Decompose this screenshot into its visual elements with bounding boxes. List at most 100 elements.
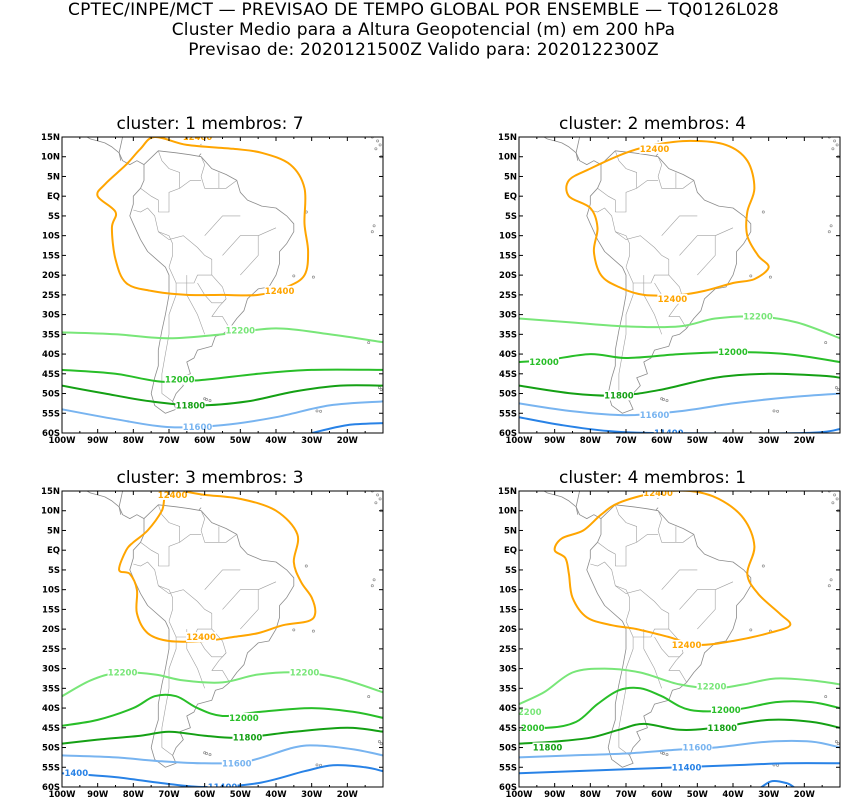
contour-label: 12400 xyxy=(640,145,670,155)
country-border xyxy=(597,542,616,566)
x-tick-label: 20W xyxy=(337,436,359,446)
y-tick-label: 25S xyxy=(499,645,517,655)
contour-label-bg xyxy=(639,143,670,154)
x-tick-label: 90W xyxy=(87,436,109,446)
contour-label: 12000 xyxy=(529,358,559,368)
island xyxy=(761,210,765,214)
contour-label: 11600 xyxy=(640,411,670,421)
coastline xyxy=(542,137,548,140)
contour-11800 xyxy=(519,718,840,745)
contour-label-bg xyxy=(289,667,320,678)
header-line-1: CPTEC/INPE/MCT — PREVISAO DE TEMPO GLOBA… xyxy=(68,0,779,20)
island xyxy=(829,578,833,582)
header-line-2: Cluster Medio para a Altura Geopotencial… xyxy=(171,20,676,40)
island xyxy=(768,275,772,279)
contour-label: 1400 xyxy=(64,769,88,779)
x-tick-label: 70W xyxy=(158,790,180,800)
x-tick-label: 20W xyxy=(337,790,359,800)
coastline xyxy=(118,137,123,161)
coastline xyxy=(655,153,659,157)
contour-label-bg xyxy=(164,374,195,385)
x-tick-label: 70W xyxy=(615,790,637,800)
coastline xyxy=(90,492,145,519)
island xyxy=(761,564,765,568)
island xyxy=(660,751,664,755)
island xyxy=(665,753,669,757)
island xyxy=(203,751,207,755)
contour-11400 xyxy=(760,779,795,787)
island xyxy=(379,742,383,746)
country-border xyxy=(211,670,230,683)
contour-label-bg xyxy=(264,285,295,296)
map-layer: 12400 12400 2200 12200 12000 12000 11800 11800 1… xyxy=(519,489,840,787)
contour-label-bg xyxy=(639,410,670,421)
island xyxy=(208,753,212,757)
map-panel-cluster-4: cluster: 4 membros: 1 12400 12400 2200 1220… xyxy=(458,468,847,800)
country-border xyxy=(618,637,634,756)
island xyxy=(370,137,374,139)
y-tick-label: 50S xyxy=(499,390,517,400)
island xyxy=(827,137,831,139)
x-tick-label: 60W xyxy=(651,790,673,800)
island xyxy=(370,584,374,588)
map-canvas: 12400 12400 12200 12000 11800 11600 15N 10N 5N EQ… xyxy=(41,133,384,446)
island xyxy=(372,224,376,228)
contour-label-bg xyxy=(671,762,702,773)
country-border xyxy=(222,589,259,630)
contour-label-bg xyxy=(707,722,738,733)
y-tick-label: 20S xyxy=(42,271,60,281)
y-tick-label: EQ xyxy=(47,192,60,202)
x-tick-label: 90W xyxy=(544,790,566,800)
y-tick-label: 60S xyxy=(42,783,60,793)
x-tick-label: 90W xyxy=(87,790,109,800)
map-panel-cluster-2: cluster: 2 membros: 4 12400 12400 12200 120… xyxy=(458,114,847,446)
country-border xyxy=(668,316,687,329)
country-border xyxy=(615,231,670,284)
contour-label: 11600 xyxy=(683,744,713,754)
coastline xyxy=(547,492,602,519)
country-border xyxy=(636,180,659,189)
y-tick-label: 10S xyxy=(42,586,60,596)
y-tick-label: 55S xyxy=(42,409,60,419)
coastline xyxy=(542,491,548,494)
coastline xyxy=(129,150,295,414)
y-tick-label: 15N xyxy=(41,133,60,143)
coastline xyxy=(586,150,752,414)
contour-label: 11800 xyxy=(604,392,634,402)
contour-12200 xyxy=(62,327,383,344)
contour-label: 12400 xyxy=(158,491,188,501)
map-panel-cluster-3: cluster: 3 membros: 3 12400 12400 12200 122… xyxy=(0,468,420,800)
island xyxy=(370,230,374,234)
contour-12400 xyxy=(553,491,792,647)
contour-label: 12200 xyxy=(290,669,320,679)
contour-label-bg xyxy=(743,311,773,322)
x-tick-label: 40W xyxy=(722,436,744,446)
x-tick-label: 80W xyxy=(123,790,145,800)
y-tick-label: 50S xyxy=(42,390,60,400)
y-tick-label: 35S xyxy=(42,330,60,340)
island xyxy=(378,143,382,147)
y-tick-label: 25S xyxy=(42,645,60,655)
contour-label: 11400 xyxy=(654,429,684,439)
contour-label-bg xyxy=(603,390,634,401)
island xyxy=(836,388,840,392)
coastline xyxy=(655,507,659,511)
contour-label: 12200 xyxy=(226,326,256,336)
y-tick-label: 50S xyxy=(42,744,60,754)
contour-label: 12400 xyxy=(643,489,673,499)
island xyxy=(827,230,831,234)
contour-12000 xyxy=(519,686,840,729)
island xyxy=(378,497,382,501)
y-tick-label: 5S xyxy=(505,566,517,576)
coastline xyxy=(547,138,602,165)
contour-11600 xyxy=(62,400,383,429)
country-border xyxy=(158,585,213,638)
y-tick-label: 15S xyxy=(499,251,517,261)
contour-label-bg xyxy=(682,742,713,753)
x-tick-label: 60W xyxy=(194,790,216,800)
contour-label: 12400 xyxy=(183,133,213,143)
map-frame xyxy=(61,136,384,434)
island xyxy=(829,224,833,228)
country-border xyxy=(204,215,241,236)
y-tick-label: 45S xyxy=(499,370,517,380)
